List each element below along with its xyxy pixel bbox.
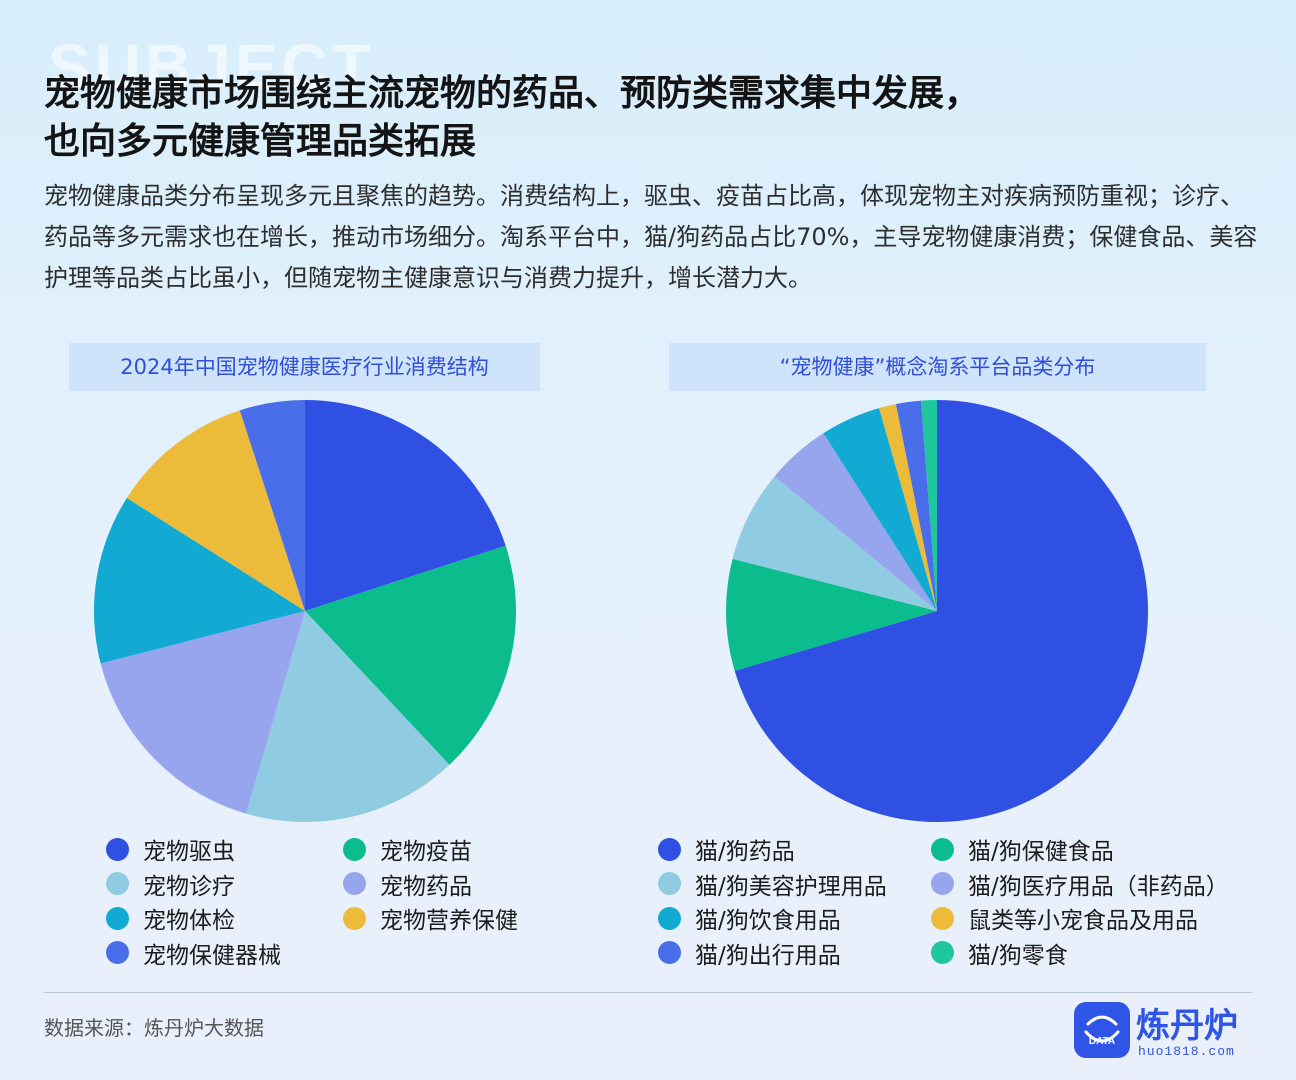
right-chart-title: “宠物健康”概念淘系平台品类分布 xyxy=(669,343,1206,391)
legend-item-right-4: 猫/狗医疗用品（非药品） xyxy=(931,867,1229,901)
pie-right-slice-1 xyxy=(734,400,1148,822)
legend-item-right-5: 猫/狗饮食用品 xyxy=(658,901,841,935)
legend-item-left-3: 宠物诊疗 xyxy=(106,867,235,901)
legend-label: 猫/狗药品 xyxy=(695,839,795,865)
logo-icon: DATA xyxy=(1074,1002,1130,1058)
legend-item-left-5: 宠物体检 xyxy=(106,901,235,935)
pie-left-slice-4 xyxy=(100,611,305,814)
pie-right-slice-2 xyxy=(726,558,937,671)
pie-left-slice-2 xyxy=(305,545,516,765)
intro-paragraph: 宠物健康品类分布呈现多元且聚焦的趋势。消费结构上，驱虫、疫苗占比高，体现宠物主对… xyxy=(44,182,1258,292)
legend-swatch xyxy=(931,941,954,964)
pie-left-slice-5 xyxy=(94,497,306,664)
brand-logo: DATA 炼丹炉 huo1818.com xyxy=(1074,998,1264,1064)
legend-swatch xyxy=(658,906,681,930)
legend-label: 猫/狗保健食品 xyxy=(968,839,1114,865)
pie-left-slice-7 xyxy=(239,400,305,611)
legend-label: 宠物体检 xyxy=(143,908,235,934)
page-title: 宠物健康市场围绕主流宠物的药品、预防类需求集中发展， 也向多元健康管理品类拓展 xyxy=(44,70,1264,166)
legend-swatch xyxy=(106,906,129,930)
legend-label: 猫/狗零食 xyxy=(968,942,1068,969)
right-pie-chart xyxy=(726,400,1148,822)
legend-label: 宠物驱虫 xyxy=(143,839,235,865)
legend-item-left-4: 宠物药品 xyxy=(343,867,472,901)
legend-item-left-7: 宠物保健器械 xyxy=(106,936,281,970)
footer-divider xyxy=(44,992,1252,993)
legend-item-right-3: 猫/狗美容护理用品 xyxy=(658,867,887,901)
logo-badge-text: DATA xyxy=(1088,1036,1116,1047)
legend-item-right-7: 猫/狗出行用品 xyxy=(658,936,841,970)
pie-left-slice-3 xyxy=(246,611,450,822)
legend-label: 宠物疫苗 xyxy=(380,839,472,865)
legend-swatch xyxy=(658,837,681,861)
legend-swatch xyxy=(658,941,681,964)
pie-right-slice-6 xyxy=(879,404,937,611)
legend-swatch xyxy=(106,872,129,895)
title-line-2: 也向多元健康管理品类拓展 xyxy=(44,121,477,162)
pie-left-slice-1 xyxy=(305,400,506,611)
pie-right-slice-4 xyxy=(774,433,937,611)
pie-right-slice-7 xyxy=(895,400,937,611)
left-chart-title: 2024年中国宠物健康医疗行业消费结构 xyxy=(69,343,540,391)
legend-swatch xyxy=(931,872,954,895)
pie-left-slice-6 xyxy=(126,410,306,611)
pie-right-slice-5 xyxy=(823,408,937,611)
logo-url: huo1818.com xyxy=(1138,1044,1235,1059)
legend-swatch xyxy=(106,941,129,964)
data-source: 数据来源：炼丹炉大数据 xyxy=(44,1016,264,1040)
legend-swatch xyxy=(931,906,954,930)
legend-label: 猫/狗饮食用品 xyxy=(695,908,841,934)
legend-item-left-6: 宠物营养保健 xyxy=(343,901,518,935)
legend-item-right-6: 鼠类等小宠食品及用品 xyxy=(931,901,1198,935)
legend-label: 宠物保健器械 xyxy=(143,942,281,969)
legend-swatch xyxy=(343,906,366,930)
legend-item-left-1: 宠物驱虫 xyxy=(106,832,235,866)
legend-swatch xyxy=(343,837,366,861)
legend-swatch xyxy=(106,837,129,861)
pie-right-slice-8 xyxy=(921,400,937,611)
legend-swatch xyxy=(931,837,954,861)
logo-name: 炼丹炉 xyxy=(1136,1006,1238,1046)
legend-label: 鼠类等小宠食品及用品 xyxy=(968,908,1198,934)
legend-swatch xyxy=(658,872,681,895)
legend-label: 宠物营养保健 xyxy=(380,908,518,934)
left-pie-chart xyxy=(94,400,516,822)
title-line-1: 宠物健康市场围绕主流宠物的药品、预防类需求集中发展， xyxy=(44,73,981,114)
legend-label: 猫/狗医疗用品（非药品） xyxy=(968,873,1229,900)
legend-item-right-2: 猫/狗保健食品 xyxy=(931,832,1114,866)
legend-swatch xyxy=(343,872,366,895)
legend-label: 宠物药品 xyxy=(380,873,472,900)
legend-item-left-2: 宠物疫苗 xyxy=(343,832,472,866)
legend-label: 宠物诊疗 xyxy=(143,873,235,900)
legend-label: 猫/狗美容护理用品 xyxy=(695,873,887,900)
pie-right-slice-3 xyxy=(732,476,937,611)
legend-item-right-1: 猫/狗药品 xyxy=(658,832,795,866)
watermark: SUBJECT xyxy=(48,31,375,103)
legend-label: 猫/狗出行用品 xyxy=(695,942,841,969)
legend-item-right-8: 猫/狗零食 xyxy=(931,936,1068,970)
